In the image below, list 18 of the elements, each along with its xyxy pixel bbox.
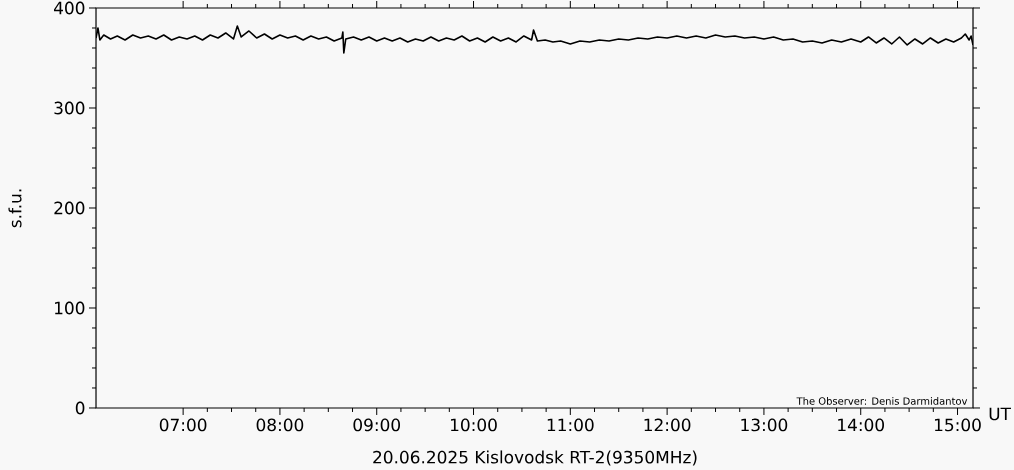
x-tick-label: 11:00 <box>547 418 594 432</box>
annotation: The Observer: Denis Darmidantov <box>796 397 968 405</box>
y-axis-title: s.f.u. <box>8 189 22 228</box>
x-tick-label: 13:00 <box>741 418 788 432</box>
x-axis-title: UT <box>989 407 1011 421</box>
x-tick-label: 07:00 <box>159 418 207 432</box>
y-tick-label: 0 <box>75 401 85 415</box>
x-tick-label: 14:00 <box>838 418 884 432</box>
x-tick-label: 15:00 <box>934 418 981 432</box>
x-tick-label: 08:00 <box>256 418 304 432</box>
x-tick-label: 12:00 <box>644 418 691 432</box>
x-tick-label: 10:00 <box>450 418 497 432</box>
y-tick-label: 400 <box>53 1 85 15</box>
x-tick-label: 09:00 <box>353 418 400 432</box>
text: 20.06.2025 Kislovodsk RT-2(9350MHz) <box>373 450 697 466</box>
y-tick-label: 300 <box>54 101 85 115</box>
y-tick-label: 200 <box>54 201 85 215</box>
y-tick-label: 100 <box>55 301 85 315</box>
